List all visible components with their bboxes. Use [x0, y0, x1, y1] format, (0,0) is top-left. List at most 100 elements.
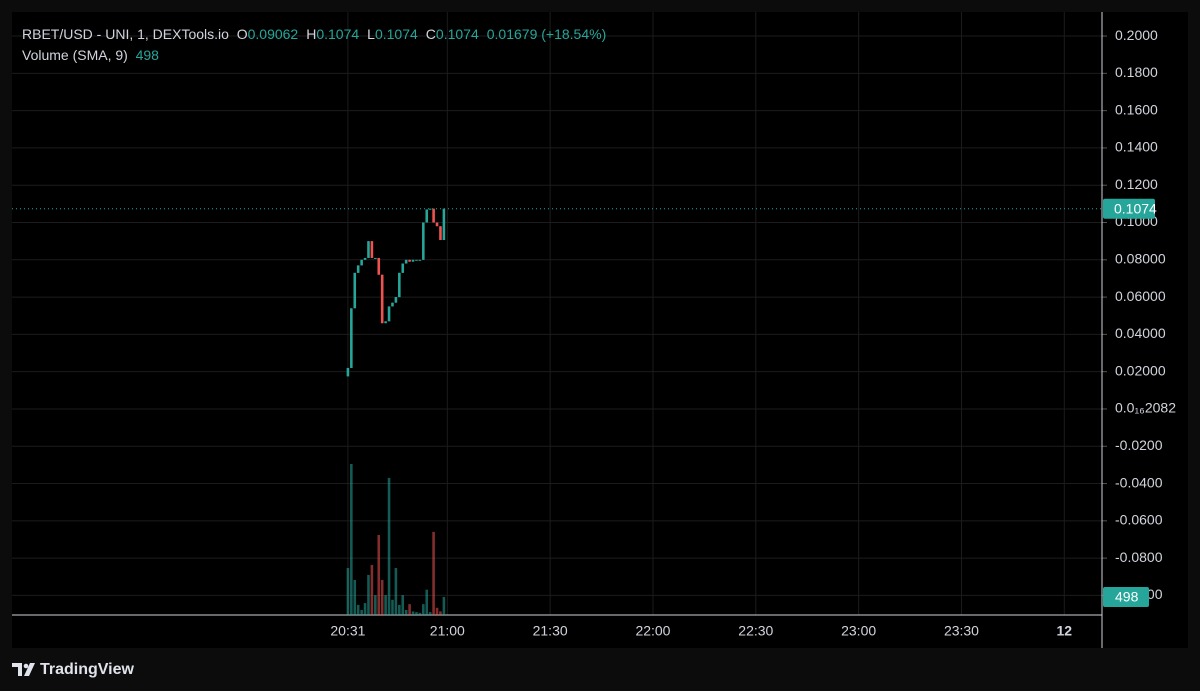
ohlc-key: C — [425, 26, 436, 42]
volume-bar — [377, 534, 381, 615]
volume-bar — [411, 611, 415, 615]
ohlc-value: 0.1074 — [435, 26, 479, 42]
candle-body — [442, 208, 446, 240]
candle-body — [425, 209, 429, 223]
volume-bar — [346, 568, 350, 615]
y-tick-label: 0.1600 — [1115, 101, 1158, 117]
volume-title: Volume (SMA, 9) — [22, 47, 128, 63]
candle-body — [363, 257, 367, 260]
y-tick-label: 0.02000 — [1115, 362, 1166, 378]
y-tick-label: 0.0₁₆2082 — [1115, 400, 1176, 416]
candle-body — [439, 226, 442, 240]
volume-bar — [353, 579, 357, 615]
y-tick-label: -0.0600 — [1115, 512, 1163, 528]
x-tick-label: 23:00 — [841, 623, 876, 639]
volume-bar — [404, 609, 408, 615]
candle-body — [411, 259, 415, 262]
candle-body — [346, 367, 350, 377]
volume-bar — [374, 595, 377, 615]
candle-body — [367, 241, 370, 258]
title: RBET/USD - UNI, 1, DEXTools.io — [22, 26, 229, 42]
candle-body — [380, 274, 384, 324]
change-pct: (+18.54%) — [541, 26, 607, 42]
logo — [12, 663, 35, 676]
candle-body — [404, 259, 408, 264]
volume-bar — [435, 607, 439, 615]
candle-body — [350, 308, 353, 368]
candle-body — [435, 222, 439, 227]
x-tick-label: 21:30 — [533, 623, 568, 639]
volume-badge — [1103, 587, 1149, 608]
candle-body — [432, 208, 435, 223]
x-tick-label: 20:31 — [330, 623, 365, 639]
ohlc: O0.09062 H0.1074 L0.1074 C0.1074 — [237, 26, 487, 42]
volume-bar — [422, 604, 425, 615]
volume-bar — [418, 612, 422, 615]
volume-bar — [415, 612, 418, 615]
candle-body — [394, 297, 398, 303]
volume-bar — [398, 604, 401, 615]
y-tick-label: -0.0800 — [1115, 549, 1163, 565]
volume-bar — [367, 574, 370, 615]
change: 0.01679 — [486, 26, 538, 42]
ohlc-value: 0.1074 — [374, 26, 418, 42]
x-tick-label: 22:30 — [738, 623, 773, 639]
volume-bar — [439, 611, 442, 615]
volume-bar — [391, 599, 394, 615]
brand: TradingView — [40, 661, 135, 678]
candle-body — [401, 263, 405, 273]
x-tick-label: 21:00 — [430, 623, 465, 639]
candle-body — [374, 257, 377, 259]
volume-bar — [350, 463, 353, 615]
volume-bar — [442, 597, 446, 615]
legend: RBET/USD - UNI, 1, DEXTools.io O0.09062 H… — [22, 24, 606, 66]
candle-body — [415, 259, 418, 261]
volume-bar — [360, 609, 363, 615]
candle-body — [408, 259, 411, 262]
volume-badge-label: 498 — [1115, 589, 1139, 605]
y-tick-label: 0.1800 — [1115, 64, 1158, 80]
y-tick-label: 0.06000 — [1115, 288, 1166, 304]
candle-body — [384, 321, 387, 324]
candle-body — [387, 306, 391, 322]
candle-body — [398, 272, 401, 298]
candle-body — [418, 259, 422, 261]
candle-body — [391, 302, 394, 307]
x-tick-label: 22:00 — [635, 623, 670, 639]
volume-bar — [394, 568, 398, 615]
x-tick-label: 12 — [1057, 623, 1073, 639]
y-tick-label: 0.04000 — [1115, 325, 1166, 341]
y-tick-label: -0.0200 — [1115, 437, 1163, 453]
candle-body — [353, 272, 357, 309]
price-legend: RBET/USD - UNI, 1, DEXTools.io O0.09062 H… — [22, 24, 606, 45]
y-tick-label: 0.08000 — [1115, 251, 1166, 267]
y-tick-label: -0.0400 — [1115, 474, 1163, 490]
volume-bar — [408, 604, 411, 615]
volume-bar — [384, 595, 387, 615]
candle-body — [428, 208, 432, 210]
y-tick-label: 0.1200 — [1115, 176, 1158, 192]
candle-body — [356, 265, 360, 273]
candle-body — [370, 241, 374, 258]
y-tick-label: 0.1400 — [1115, 139, 1158, 155]
ohlc-key: O — [236, 26, 248, 42]
volume-legend: Volume (SMA, 9) 498 — [22, 45, 606, 66]
volume-bar — [432, 531, 435, 615]
volume-bar — [370, 564, 374, 615]
y-tick-label: 0.2000 — [1115, 27, 1158, 43]
x-tick-label: 23:30 — [944, 623, 979, 639]
volume-bar — [356, 604, 360, 615]
last-price-label: 0.1074 — [1114, 200, 1157, 216]
candle-body — [360, 259, 363, 266]
volume-last: 498 — [135, 47, 159, 63]
chart-panel — [12, 12, 1188, 648]
last-price-badge — [1103, 198, 1155, 219]
ohlc-key: H — [306, 26, 317, 42]
candle-body — [422, 222, 425, 260]
ohlc-value: 0.09062 — [247, 26, 299, 42]
ohlc-key: L — [367, 26, 375, 42]
ohlc-value: 0.1074 — [316, 26, 360, 42]
candle-body — [377, 257, 381, 275]
